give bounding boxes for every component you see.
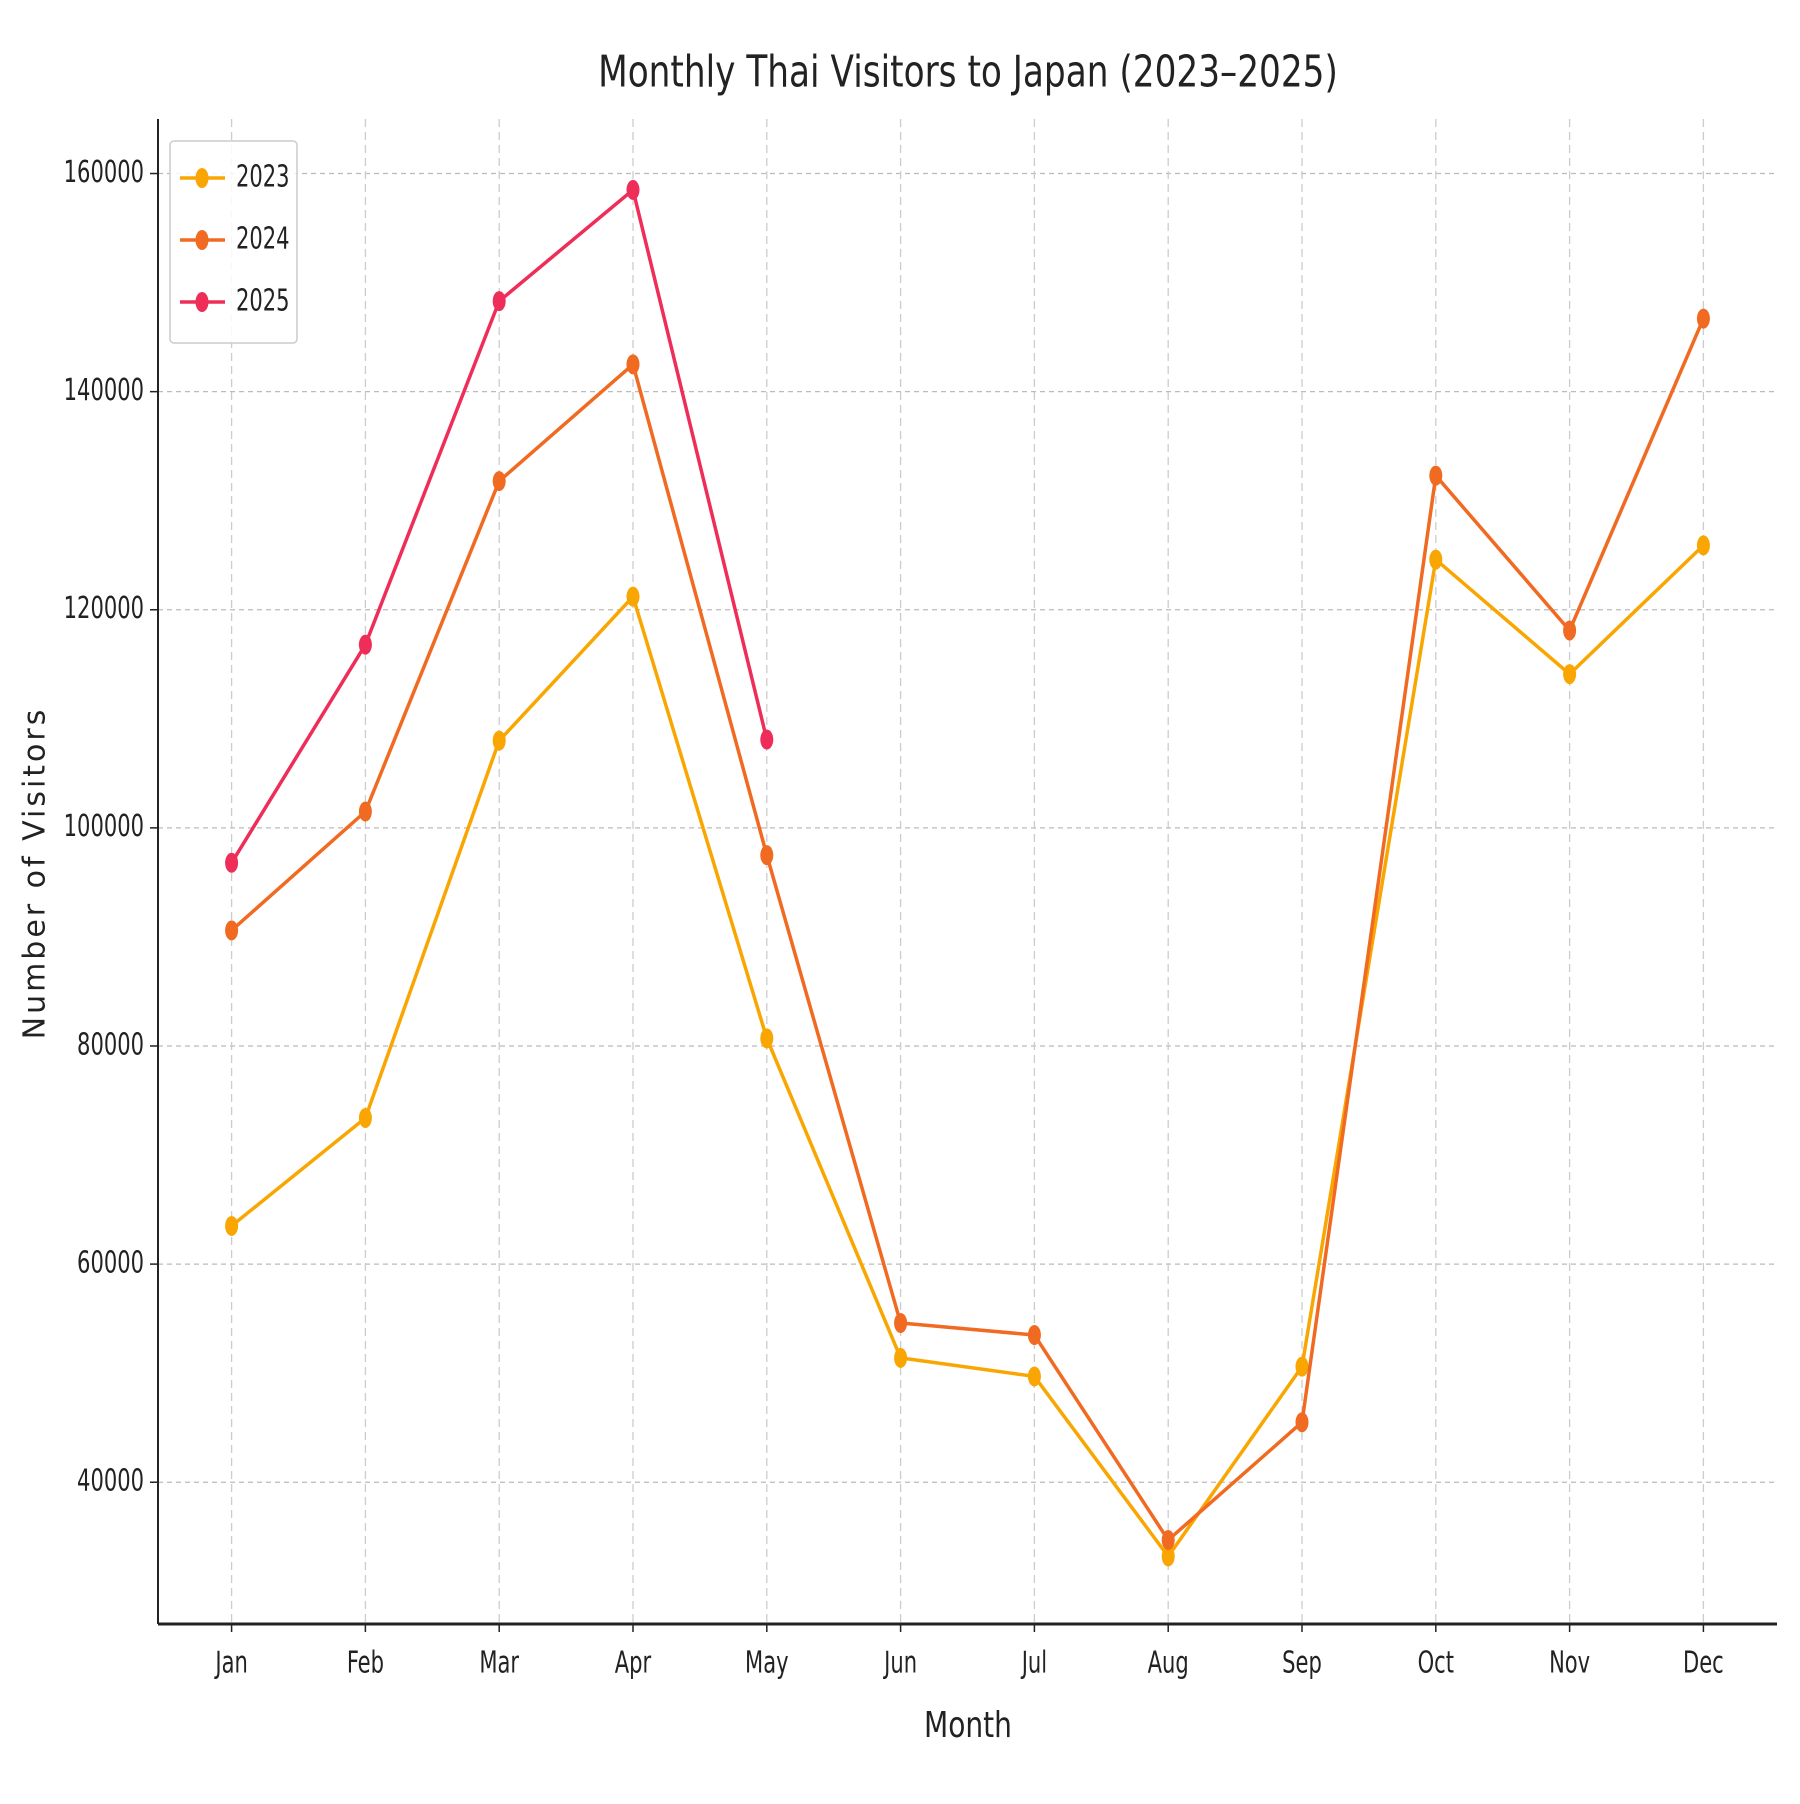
y-tick-label: 40000 xyxy=(77,1464,144,1499)
y-axis-label: Number of Visitors xyxy=(18,707,53,1040)
y-tick-label: 60000 xyxy=(77,1246,144,1281)
data-point xyxy=(1161,1546,1175,1567)
data-point xyxy=(894,1313,908,1333)
data-point xyxy=(626,354,640,375)
legend-label: 2023 xyxy=(236,160,290,195)
x-tick-label: Jan xyxy=(214,1646,248,1681)
series-line xyxy=(230,317,1706,1543)
x-tick-label: May xyxy=(745,1646,789,1681)
data-point xyxy=(1563,620,1577,641)
x-tick-label: Nov xyxy=(1549,1646,1590,1681)
data-point xyxy=(760,729,774,750)
legend-marker xyxy=(195,168,209,188)
data-point xyxy=(626,179,640,200)
data-point xyxy=(358,634,372,655)
data-point xyxy=(894,1347,908,1368)
data-point xyxy=(1295,1412,1309,1433)
x-tick-label: Sep xyxy=(1282,1646,1322,1681)
y-tick-label: 100000 xyxy=(64,809,144,844)
data-point xyxy=(492,730,506,751)
data-point xyxy=(1027,1366,1041,1387)
data-point xyxy=(1295,1356,1309,1377)
x-tick-label: Dec xyxy=(1683,1646,1724,1681)
data-point xyxy=(1429,549,1443,570)
data-point xyxy=(492,291,506,312)
data-point xyxy=(1696,535,1710,556)
data-point xyxy=(358,801,372,822)
data-point xyxy=(1563,664,1577,685)
data-point xyxy=(760,845,774,866)
legend-label: 2024 xyxy=(236,222,290,257)
x-axis-label: Month xyxy=(924,1704,1012,1746)
data-point xyxy=(225,920,239,941)
data-point xyxy=(492,471,506,492)
legend-marker xyxy=(195,292,209,312)
data-point xyxy=(760,1028,774,1049)
data-point xyxy=(225,852,239,873)
x-tick-label: Aug xyxy=(1148,1646,1189,1681)
data-point xyxy=(1161,1530,1175,1551)
series-line xyxy=(230,544,1705,1560)
data-point xyxy=(225,1215,239,1236)
data-point xyxy=(1696,308,1710,329)
legend-marker xyxy=(195,230,209,250)
data-point xyxy=(1027,1324,1041,1345)
x-tick-label: Apr xyxy=(615,1646,651,1681)
chart-title: Monthly Thai Visitors to Japan (2023–202… xyxy=(598,47,1338,98)
data-point xyxy=(358,1107,372,1128)
y-tick-label: 120000 xyxy=(64,591,144,626)
x-tick-label: Oct xyxy=(1418,1646,1454,1681)
x-tick-label: Mar xyxy=(479,1646,519,1681)
y-tick-label: 140000 xyxy=(64,373,144,408)
x-tick-label: Feb xyxy=(347,1646,384,1681)
data-point xyxy=(1429,465,1443,486)
legend-label: 2025 xyxy=(236,284,290,319)
x-tick-label: Jun xyxy=(882,1646,917,1681)
y-tick-label: 160000 xyxy=(64,155,144,190)
legend: 2023 2024 2025 xyxy=(169,140,298,344)
data-point xyxy=(626,586,640,607)
x-tick-label: Jul xyxy=(1020,1646,1047,1681)
y-tick-label: 80000 xyxy=(77,1028,144,1063)
